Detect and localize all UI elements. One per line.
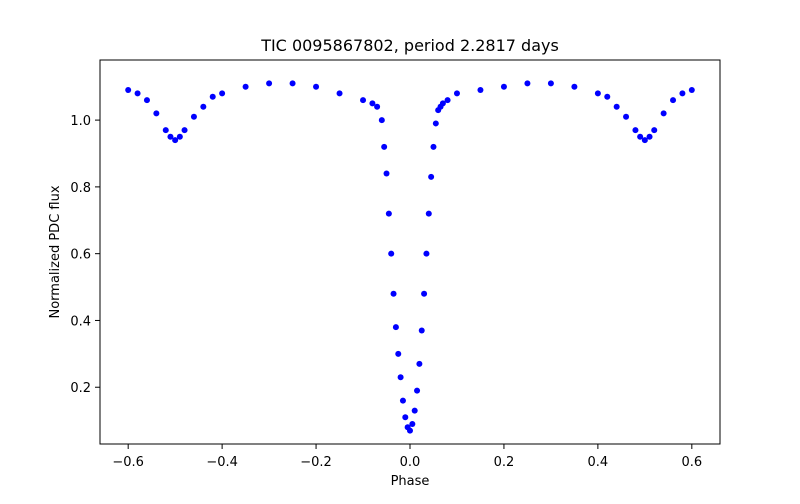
data-point — [181, 127, 188, 134]
data-point — [432, 120, 439, 127]
data-point — [399, 397, 406, 404]
data-point — [219, 90, 226, 97]
y-tick-label: 0.4 — [70, 314, 91, 329]
data-point — [392, 324, 399, 331]
data-point — [637, 133, 644, 140]
data-point — [176, 133, 183, 140]
x-tick-label: 0.0 — [400, 455, 421, 470]
data-point — [402, 414, 409, 421]
data-point — [200, 103, 207, 110]
data-point — [453, 90, 460, 97]
data-point — [242, 83, 249, 90]
data-point — [651, 127, 658, 134]
data-point — [423, 250, 430, 257]
data-point — [385, 210, 392, 217]
data-point — [425, 210, 432, 217]
data-point — [360, 97, 367, 104]
data-point — [418, 327, 425, 334]
data-point — [641, 137, 648, 144]
data-point — [670, 97, 677, 104]
data-point — [623, 113, 630, 120]
data-point — [390, 290, 397, 297]
data-point — [613, 103, 620, 110]
data-point — [407, 427, 413, 434]
data-point — [688, 87, 695, 94]
data-point — [604, 93, 611, 100]
data-point — [646, 133, 653, 140]
data-point — [416, 360, 423, 367]
data-point — [313, 83, 320, 90]
data-point — [594, 90, 601, 97]
x-tick-label: 0.2 — [494, 455, 515, 470]
y-axis-label: Normalized PDC flux — [48, 185, 63, 318]
data-point — [134, 90, 141, 97]
data-point — [428, 173, 435, 180]
data-point — [125, 87, 132, 94]
x-tick-label: −0.4 — [206, 455, 238, 470]
data-point — [266, 80, 273, 87]
data-point — [477, 87, 484, 94]
data-point — [421, 290, 428, 297]
data-point — [439, 100, 446, 107]
data-point — [381, 143, 388, 150]
data-point — [409, 420, 416, 427]
data-point — [679, 90, 686, 97]
x-tick-label: 0.6 — [681, 455, 702, 470]
y-tick-label: 1.0 — [70, 114, 91, 129]
x-axis-label: Phase — [391, 474, 430, 489]
data-point — [378, 117, 385, 124]
data-point — [388, 250, 395, 257]
data-point — [153, 110, 160, 117]
data-point — [289, 80, 296, 87]
data-point — [524, 80, 531, 87]
data-point — [395, 350, 402, 357]
data-point — [172, 137, 179, 144]
data-point — [369, 100, 376, 107]
data-point — [336, 90, 343, 97]
y-tick-label: 0.8 — [70, 181, 91, 196]
data-point — [660, 110, 667, 117]
y-tick-label: 0.6 — [70, 248, 91, 263]
data-point — [500, 83, 507, 90]
data-point — [430, 143, 437, 150]
data-point — [209, 93, 216, 100]
data-point — [444, 97, 451, 104]
data-point — [571, 83, 578, 90]
y-tick-label: 0.2 — [70, 381, 91, 396]
x-tick-label: −0.2 — [300, 455, 332, 470]
data-point — [397, 374, 404, 381]
data-point — [383, 170, 390, 177]
chart-title: TIC 0095867802, period 2.2817 days — [260, 36, 559, 55]
data-point — [143, 97, 150, 104]
data-point — [632, 127, 639, 134]
x-tick-label: −0.6 — [112, 455, 144, 470]
x-tick-label: 0.4 — [588, 455, 609, 470]
data-point — [547, 80, 554, 87]
data-point — [374, 103, 381, 110]
data-point — [190, 113, 197, 120]
axes-frame — [99, 59, 721, 445]
data-point — [411, 407, 418, 414]
data-point — [167, 133, 174, 140]
data-point — [414, 387, 421, 394]
data-point — [162, 127, 169, 134]
